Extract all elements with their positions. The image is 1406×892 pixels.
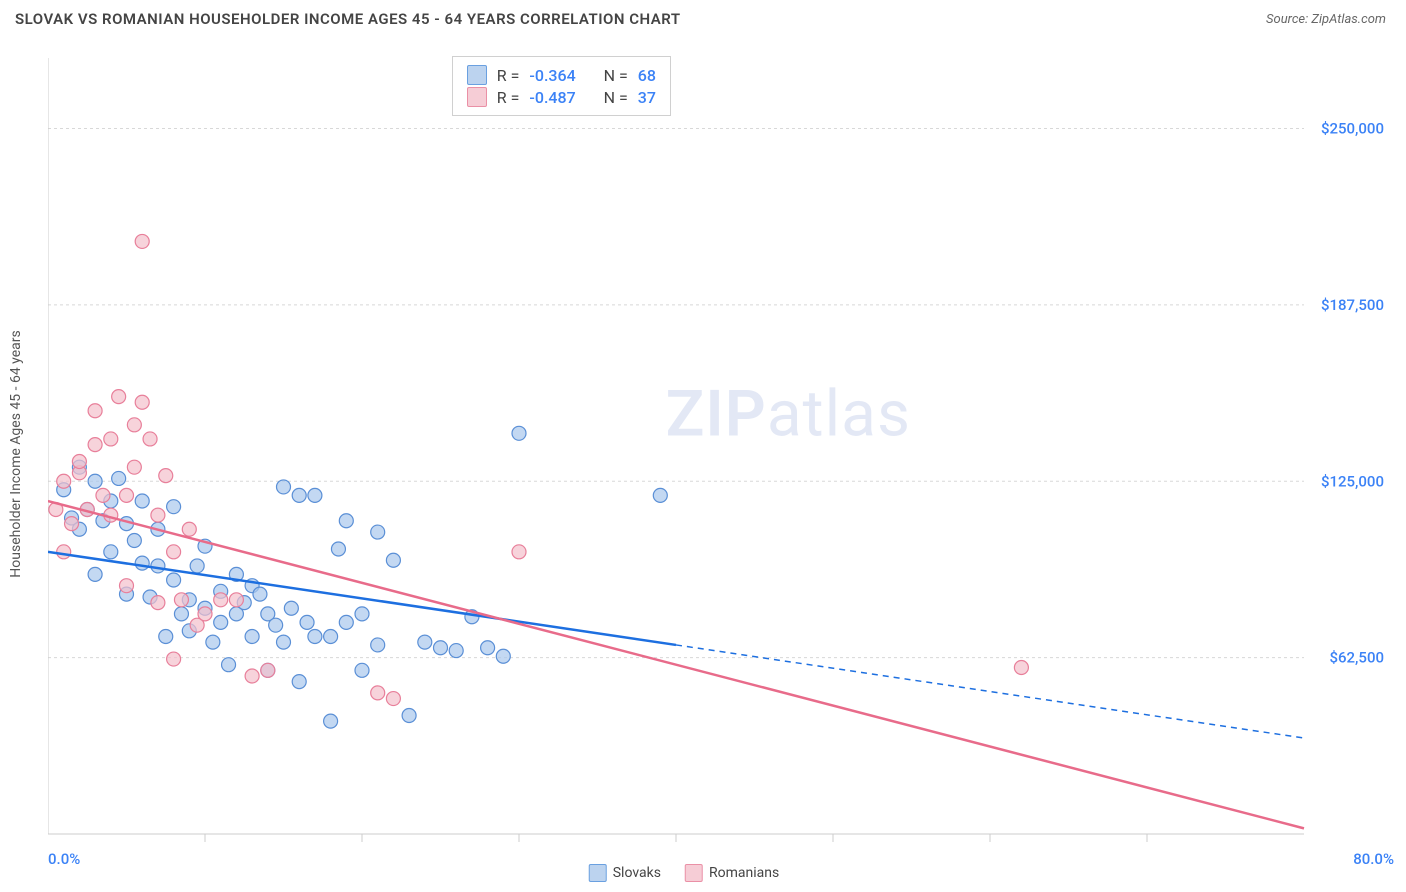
legend-swatch (589, 864, 607, 882)
legend-label: Slovaks (613, 865, 661, 881)
legend-item: Slovaks (589, 864, 661, 882)
chart-title: SLOVAK VS ROMANIAN HOUSEHOLDER INCOME AG… (15, 10, 681, 28)
x-axis-max-label: 80.0% (1353, 850, 1394, 868)
svg-text:$187,500: $187,500 (1321, 296, 1384, 314)
svg-text:$62,500: $62,500 (1329, 649, 1384, 667)
correlation-swatch (467, 65, 487, 85)
chart-area: Householder Income Ages 45 - 64 years $6… (48, 48, 1394, 844)
scatter-chart-svg: $62,500 $125,000 $187,500 $250,000 (48, 48, 1394, 844)
correlation-legend-box: R = -0.364 N = 68R = -0.487 N = 37 (452, 56, 671, 116)
r-label: R = (497, 66, 520, 85)
source-attribution: Source: ZipAtlas.com (1266, 12, 1386, 27)
svg-text:$125,000: $125,000 (1321, 472, 1384, 490)
x-axis-min-label: 0.0% (48, 850, 80, 868)
correlation-swatch (467, 87, 487, 107)
legend-swatch (685, 864, 703, 882)
n-value: 37 (638, 88, 656, 107)
series-legend: Slovaks Romanians (589, 864, 779, 882)
legend-label: Romanians (709, 865, 779, 881)
y-axis-label: Householder Income Ages 45 - 64 years (8, 330, 24, 577)
r-value: -0.364 (529, 66, 575, 85)
n-label: N = (604, 88, 628, 107)
correlation-row: R = -0.364 N = 68 (467, 65, 656, 85)
r-value: -0.487 (529, 88, 575, 107)
r-label: R = (497, 88, 520, 107)
legend-item: Romanians (685, 864, 779, 882)
svg-text:$250,000: $250,000 (1321, 120, 1384, 138)
correlation-row: R = -0.487 N = 37 (467, 87, 656, 107)
n-label: N = (604, 66, 628, 85)
n-value: 68 (638, 66, 656, 85)
